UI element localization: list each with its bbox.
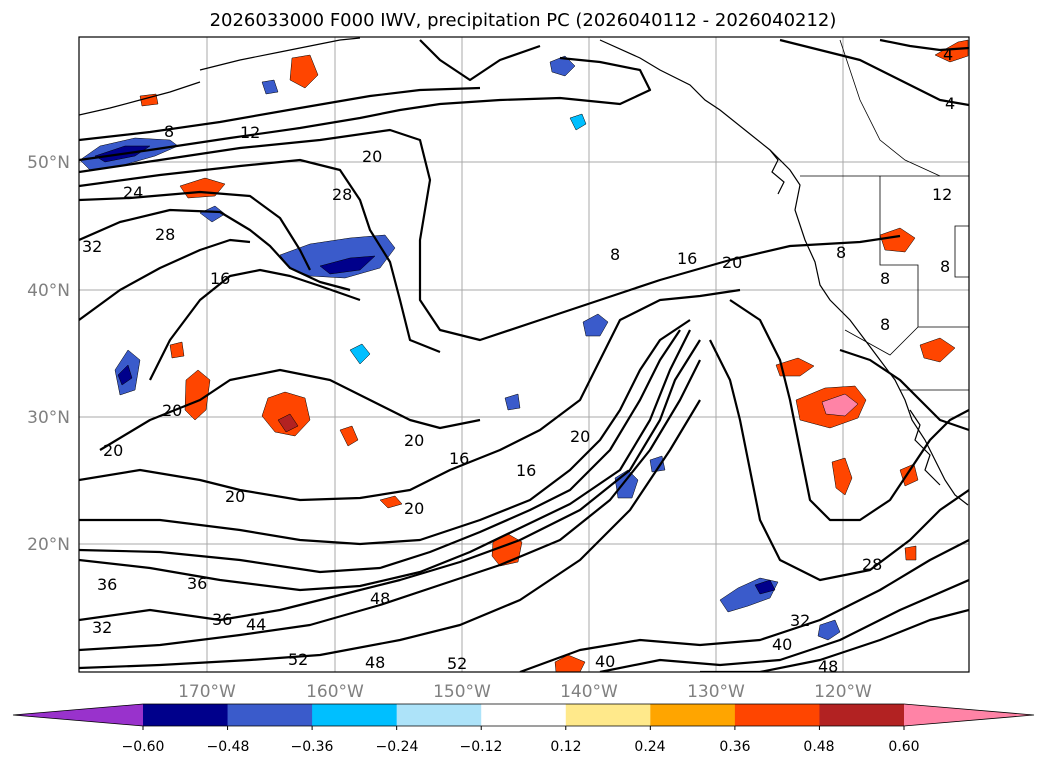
map-frame <box>78 36 970 673</box>
coastlines <box>79 37 969 506</box>
map-background <box>79 37 969 672</box>
contour-label: 52 <box>288 650 308 669</box>
contour-labels: 8 12 4 4 20 24 28 32 28 16 8 16 20 8 12 … <box>82 45 955 676</box>
contour-label: 4 <box>943 45 953 64</box>
lon-label: 170°W <box>178 682 236 702</box>
colorbar-segment <box>143 704 229 726</box>
contour-label: 20 <box>362 147 382 166</box>
colorbar-segment <box>565 704 651 726</box>
figure-title: 2026033000 F000 IWV, precipitation PC (2… <box>210 10 837 31</box>
contour-label: 8 <box>880 269 890 288</box>
contour-label: 8 <box>164 122 174 141</box>
lat-label: 20°N <box>27 535 70 555</box>
colorbar-tick-label: −0.12 <box>460 739 503 755</box>
colorbar-segment <box>819 704 905 726</box>
colorbar-tick-label: 0.24 <box>634 739 665 755</box>
latitude-labels: 50°N 40°N 30°N 20°N <box>27 153 70 555</box>
contour-label: 32 <box>92 618 112 637</box>
colorbar-segment <box>734 704 820 726</box>
lon-label: 160°W <box>306 682 364 702</box>
contour-label: 16 <box>677 249 697 268</box>
contour-label: 36 <box>212 610 232 629</box>
contour-label: 32 <box>790 611 810 630</box>
contour-label: 12 <box>240 123 260 142</box>
colorbar-extend-max <box>904 704 1034 726</box>
lon-label: 120°W <box>814 682 872 702</box>
contour-label: 36 <box>97 575 117 594</box>
longitude-labels: 170°W 160°W 150°W 140°W 130°W 120°W <box>178 682 872 702</box>
contour-label: 20 <box>570 427 590 446</box>
colorbar-tick-label: 0.60 <box>888 739 919 755</box>
colorbar-tick-label: −0.36 <box>291 739 334 755</box>
contour-label: 32 <box>82 237 102 256</box>
contour-label: 16 <box>449 449 469 468</box>
contour-label: 28 <box>155 225 175 244</box>
contour-label: 52 <box>447 654 467 673</box>
lon-label: 150°W <box>433 682 491 702</box>
contour-label: 16 <box>516 461 536 480</box>
colorbar-segment <box>396 704 482 726</box>
colorbar-tick-label: −0.60 <box>122 739 165 755</box>
lat-label: 50°N <box>27 153 70 173</box>
precip-shading <box>79 39 969 672</box>
colorbar-segment <box>227 704 313 726</box>
contour-label: 20 <box>722 253 742 272</box>
contour-label: 48 <box>818 657 838 676</box>
contour-label: 40 <box>772 635 792 654</box>
colorbar-tick-label: 0.48 <box>803 739 834 755</box>
contour-label: 44 <box>246 615 266 634</box>
colorbar-segment <box>312 704 398 726</box>
colorbar-tick-label: 0.12 <box>550 739 581 755</box>
contour-label: 16 <box>210 269 230 288</box>
contour-label: 20 <box>225 487 245 506</box>
lon-label: 130°W <box>687 682 745 702</box>
gridlines <box>79 37 969 672</box>
contour-label: 8 <box>880 315 890 334</box>
colorbar-tick-labels: −0.60 −0.48 −0.36 −0.24 −0.12 0.12 0.24 … <box>122 739 920 755</box>
contour-label: 48 <box>365 653 385 672</box>
contour-label: 12 <box>932 185 952 204</box>
contour-label: 20 <box>162 401 182 420</box>
contour-label: 4 <box>945 94 955 113</box>
contour-label: 24 <box>123 183 143 202</box>
colorbar-tick-label: −0.24 <box>376 739 419 755</box>
contour-label: 20 <box>103 441 123 460</box>
lat-label: 30°N <box>27 408 70 428</box>
colorbar-segment <box>481 704 567 726</box>
contour-label: 8 <box>940 257 950 276</box>
contour-label: 20 <box>404 499 424 518</box>
contour-label: 8 <box>836 243 846 262</box>
colorbar-tick-label: 0.36 <box>719 739 750 755</box>
contour-label: 36 <box>187 574 207 593</box>
colorbar-tick-label: −0.48 <box>207 739 250 755</box>
contour-label: 48 <box>370 589 390 608</box>
iwv-contours <box>79 38 969 672</box>
lon-label: 140°W <box>560 682 618 702</box>
colorbar-extend-min <box>13 704 143 726</box>
contour-label: 28 <box>332 185 352 204</box>
colorbar-segment <box>650 704 736 726</box>
lat-label: 40°N <box>27 281 70 301</box>
contour-label: 28 <box>862 555 882 574</box>
contour-label: 40 <box>595 652 615 671</box>
colorbar <box>12 703 1035 730</box>
map-panel: 8 12 4 4 20 24 28 32 28 16 8 16 20 8 12 … <box>78 36 970 676</box>
contour-label: 20 <box>404 431 424 450</box>
contour-label: 8 <box>610 245 620 264</box>
